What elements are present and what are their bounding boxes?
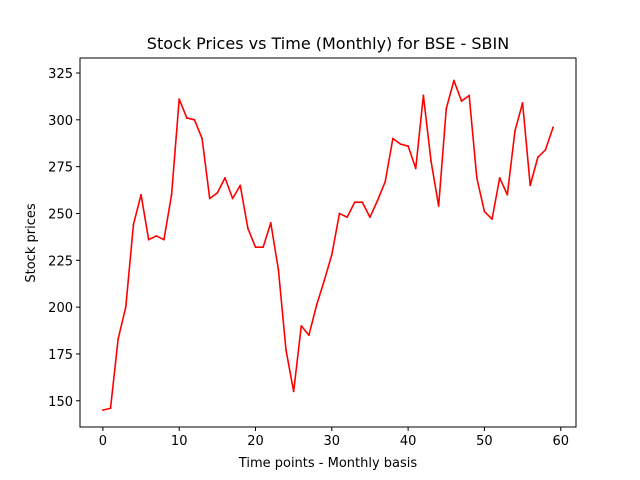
data-point xyxy=(384,180,387,183)
data-point xyxy=(315,304,318,307)
data-point xyxy=(491,218,493,220)
data-point xyxy=(300,324,303,327)
data-point xyxy=(460,100,463,102)
data-point xyxy=(430,160,432,162)
data-point xyxy=(529,184,532,187)
data-point xyxy=(308,334,310,337)
y-tick-label: 275 xyxy=(48,161,73,176)
data-point xyxy=(353,201,356,204)
data-point xyxy=(246,227,249,230)
data-point xyxy=(552,126,555,129)
data-point xyxy=(498,176,501,179)
data-point xyxy=(201,137,203,140)
data-point xyxy=(155,235,158,237)
data-point xyxy=(193,118,196,121)
data-point xyxy=(132,223,135,226)
data-point xyxy=(262,246,265,249)
data-point xyxy=(285,349,287,352)
data-point xyxy=(506,193,509,196)
y-tick-label: 325 xyxy=(48,67,73,82)
data-point xyxy=(323,280,326,282)
data-point xyxy=(269,221,272,224)
data-point xyxy=(521,102,524,104)
data-point xyxy=(239,184,242,187)
x-tick-label: 20 xyxy=(247,434,264,449)
data-point xyxy=(338,212,341,215)
data-point xyxy=(453,79,455,82)
x-tick-label: 60 xyxy=(552,434,569,449)
data-point xyxy=(475,176,478,179)
x-tick-label: 10 xyxy=(171,434,188,449)
data-point xyxy=(208,197,211,200)
data-point xyxy=(163,238,165,241)
data-point xyxy=(376,199,379,202)
data-point xyxy=(407,145,410,147)
data-point xyxy=(109,407,112,410)
data-point xyxy=(178,98,181,101)
data-point xyxy=(231,197,234,200)
data-point xyxy=(414,167,417,170)
data-point xyxy=(147,238,150,241)
y-tick-label: 150 xyxy=(48,395,73,410)
data-point xyxy=(101,409,104,412)
data-point xyxy=(292,390,295,393)
data-point xyxy=(330,253,333,256)
data-point xyxy=(437,205,440,207)
data-point xyxy=(124,306,127,309)
data-point xyxy=(140,193,142,196)
data-point xyxy=(422,94,425,97)
y-tick-label: 300 xyxy=(48,114,73,129)
data-point xyxy=(224,176,226,179)
axes-frame xyxy=(79,57,577,428)
x-tick-label: 0 xyxy=(99,434,107,449)
y-tick-label: 175 xyxy=(48,348,73,363)
data-point xyxy=(483,210,486,213)
data-point xyxy=(216,191,219,194)
chart-title: Stock Prices vs Time (Monthly) for BSE -… xyxy=(147,34,509,53)
data-point xyxy=(544,148,547,151)
y-tick-label: 200 xyxy=(48,301,73,316)
data-point xyxy=(361,201,364,204)
series-line xyxy=(102,79,554,411)
x-tick-label: 30 xyxy=(324,434,341,449)
x-axis-label: Time points - Monthly basis xyxy=(238,456,418,471)
data-point xyxy=(468,94,471,97)
data-point xyxy=(277,268,280,271)
data-point xyxy=(185,117,188,119)
y-tick-label: 225 xyxy=(48,254,73,269)
data-point xyxy=(514,130,516,132)
y-axis-label: Stock prices xyxy=(24,203,39,282)
data-point xyxy=(391,137,394,140)
x-tick-label: 50 xyxy=(476,434,493,449)
data-point xyxy=(369,216,371,219)
data-point xyxy=(346,216,348,219)
data-point xyxy=(117,338,120,340)
x-axis: 0 10 20 30 40 50 60 xyxy=(99,427,569,449)
data-point xyxy=(254,246,257,249)
y-axis: 150 175 200 225 250 275 300 325 xyxy=(48,67,80,410)
x-tick-label: 40 xyxy=(400,434,417,449)
plot-area xyxy=(101,79,555,412)
data-point xyxy=(170,193,173,196)
y-tick-label: 250 xyxy=(48,207,73,222)
data-point xyxy=(399,143,402,146)
data-point xyxy=(536,156,539,159)
data-point xyxy=(445,107,448,110)
